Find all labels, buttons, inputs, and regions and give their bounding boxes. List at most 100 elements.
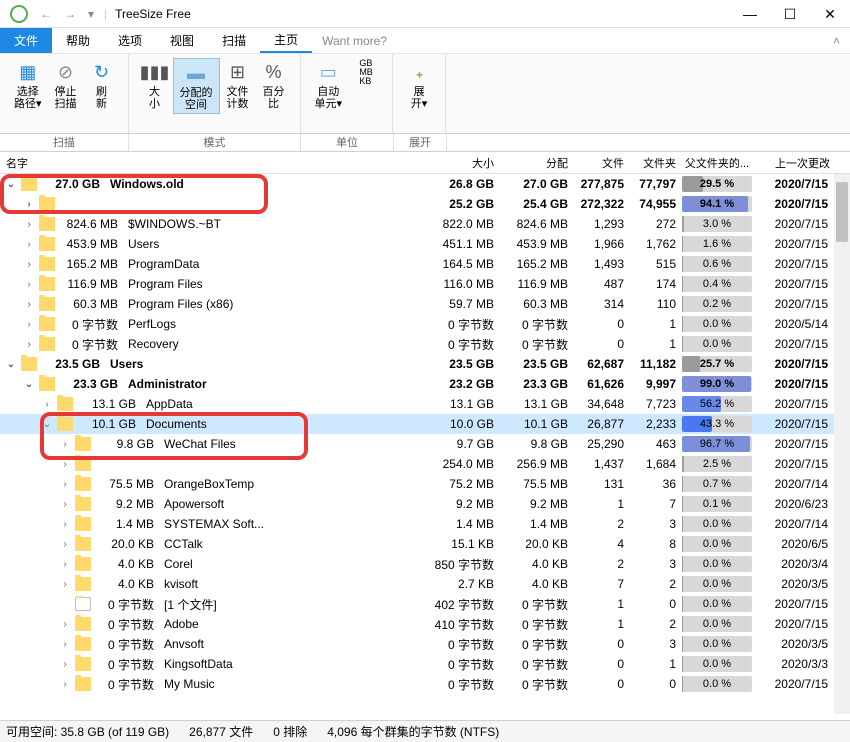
tree-row[interactable]: ›116.9 MBProgram Files116.0 MB116.9 MB48… [0,274,850,294]
menu-tab[interactable]: 选项 [104,28,156,53]
chevron-right-icon[interactable]: › [58,659,72,670]
tree-row[interactable]: ›0 字节数Adobe410 字节数0 字节数120.0 %2020/7/15 [0,614,850,634]
scrollbar[interactable] [834,174,850,714]
menu-tab[interactable]: 视图 [156,28,208,53]
chevron-right-icon[interactable]: › [22,319,36,330]
row-size-label: 0 字节数 [94,596,160,613]
tree-row[interactable]: ⌄10.1 GBDocuments10.0 GB10.1 GB26,8772,2… [0,414,850,434]
cell-date: 2020/7/15 [754,237,834,251]
nav-back-icon[interactable]: ← [40,7,52,21]
tree-row[interactable]: ⌄23.5 GBUsers23.5 GB23.5 GB62,68711,1822… [0,354,850,374]
tree-row[interactable]: ›254.0 MB256.9 MB1,4371,6842.5 %2020/7/1… [0,454,850,474]
chevron-right-icon[interactable]: › [58,439,72,450]
chevron-right-icon[interactable]: › [22,299,36,310]
tree-row[interactable]: ›9.8 GBWeChat Files9.7 GB9.8 GB25,290463… [0,434,850,454]
tree-view[interactable]: ⌄27.0 GBWindows.old26.8 GB27.0 GB277,875… [0,174,850,714]
cell: 164.5 MB [426,257,498,271]
tree-row[interactable]: ›20.0 KBCCTalk15.1 KB20.0 KB480.0 %2020/… [0,534,850,554]
ribbon-button[interactable]: ▦选择路径▾ [8,58,48,112]
nav-fwd-icon[interactable]: → [64,7,76,21]
cell-date: 2020/7/15 [754,217,834,231]
chevron-right-icon[interactable]: › [58,619,72,630]
chevron-right-icon[interactable]: › [22,219,36,230]
chevron-right-icon[interactable]: › [58,519,72,530]
chevron-right-icon[interactable]: › [40,399,54,410]
chevron-down-icon[interactable]: ⌄ [4,179,18,190]
cell-date: 2020/7/15 [754,397,834,411]
tree-row[interactable]: ›453.9 MBUsers451.1 MB453.9 MB1,9661,762… [0,234,850,254]
cell: 110 [628,297,680,311]
menu-tab[interactable]: 主页 [260,28,312,53]
header-date[interactable]: 上一次更改 [754,155,834,171]
header-files[interactable]: 文件 [572,155,628,171]
ribbon-button[interactable]: ▮▮▮大小 [137,58,173,112]
chevron-right-icon[interactable]: › [58,639,72,650]
chevron-right-icon[interactable]: › [22,279,36,290]
tree-row[interactable]: ›0 字节数My Music0 字节数0 字节数000.0 %2020/7/15 [0,674,850,694]
scrollbar-thumb[interactable] [836,182,848,242]
tree-row[interactable]: ›75.5 MBOrangeBoxTemp75.2 MB75.5 MB13136… [0,474,850,494]
minimize-icon[interactable]: — [730,0,770,28]
header-pct[interactable]: 父文件夹的... [680,155,754,171]
menu-tab[interactable]: 帮助 [52,28,104,53]
cell: 0 字节数 [498,596,572,613]
tree-row[interactable]: ›1.4 MBSYSTEMAX Soft...1.4 MB1.4 MB230.0… [0,514,850,534]
chevron-right-icon[interactable]: › [22,199,36,210]
cell: 3 [628,557,680,571]
ribbon-button[interactable]: GBMBKB [348,58,384,86]
tree-row[interactable]: ›0 字节数PerfLogs0 字节数0 字节数010.0 %2020/5/14 [0,314,850,334]
tree-row[interactable]: ›4.0 KBkvisoft2.7 KB4.0 KB720.0 %2020/3/… [0,574,850,594]
tree-row[interactable]: ›25.2 GB25.4 GB272,32274,95594.1 %2020/7… [0,194,850,214]
ribbon-button[interactable]: ⊘停止扫描 [48,58,84,112]
maximize-icon[interactable]: ☐ [770,0,810,28]
file-menu[interactable]: 文件 [0,28,52,53]
chevron-right-icon[interactable]: › [58,679,72,690]
chevron-down-icon[interactable]: ⌄ [4,359,18,370]
tree-row[interactable]: ›4.0 KBCorel850 字节数4.0 KB230.0 %2020/3/4 [0,554,850,574]
row-name: Program Files [124,277,203,291]
header-dirs[interactable]: 文件夹 [628,155,680,171]
chevron-right-icon[interactable]: › [22,339,36,350]
menu-tab[interactable]: 扫描 [208,28,260,53]
tree-row[interactable]: ⌄23.3 GBAdministrator23.2 GB23.3 GB61,62… [0,374,850,394]
chevron-right-icon[interactable]: › [58,499,72,510]
chevron-right-icon[interactable]: › [58,479,72,490]
chevron-right-icon[interactable]: › [58,579,72,590]
header-size[interactable]: 大小 [426,155,498,171]
cell: 174 [628,277,680,291]
ribbon-button[interactable]: ▭自动单元▾ [309,58,349,112]
ribbon-button[interactable]: %百分比 [256,58,292,112]
ribbon-collapse-icon[interactable]: ˄ [833,34,840,48]
folder-icon [21,177,37,191]
tree-row[interactable]: ›165.2 MBProgramData164.5 MB165.2 MB1,49… [0,254,850,274]
chevron-down-icon[interactable]: ⌄ [40,419,54,430]
chevron-right-icon[interactable]: › [58,559,72,570]
tree-row[interactable]: ›13.1 GBAppData13.1 GB13.1 GB34,6487,723… [0,394,850,414]
tree-row[interactable]: ›824.6 MB$WINDOWS.~BT822.0 MB824.6 MB1,2… [0,214,850,234]
row-size-label: 60.3 MB [58,297,124,311]
chevron-right-icon[interactable]: › [22,259,36,270]
chevron-down-icon[interactable]: ⌄ [22,379,36,390]
tree-row[interactable]: ⌄27.0 GBWindows.old26.8 GB27.0 GB277,875… [0,174,850,194]
chevron-right-icon[interactable]: › [22,239,36,250]
ribbon-button[interactable]: +展开▾ [401,58,437,112]
tree-row[interactable]: ›0 字节数Recovery0 字节数0 字节数010.0 %2020/7/15 [0,334,850,354]
ribbon-button[interactable]: ▬分配的空间 [173,58,220,114]
tree-row[interactable]: 0 字节数[1 个文件]402 字节数0 字节数100.0 %2020/7/15 [0,594,850,614]
row-size-label: 453.9 MB [58,237,124,251]
tree-row[interactable]: ›0 字节数KingsoftData0 字节数0 字节数010.0 %2020/… [0,654,850,674]
header-name[interactable]: 名字 [0,155,426,171]
tree-row[interactable]: ›0 字节数Anvsoft0 字节数0 字节数030.0 %2020/3/5 [0,634,850,654]
chevron-right-icon[interactable]: › [58,459,72,470]
chevron-right-icon[interactable]: › [58,539,72,550]
ribbon-button[interactable]: ↻刷新 [84,58,120,112]
header-alloc[interactable]: 分配 [498,155,572,171]
tree-row[interactable]: ›9.2 MBApowersoft9.2 MB9.2 MB170.1 %2020… [0,494,850,514]
cell: 1 [628,317,680,331]
close-icon[interactable]: ✕ [810,0,850,28]
tree-row[interactable]: ›60.3 MBProgram Files (x86)59.7 MB60.3 M… [0,294,850,314]
nav-down-icon[interactable]: ▾ [88,7,94,21]
ribbon-button[interactable]: ⊞文件计数 [220,58,256,112]
want-more-link[interactable]: Want more? [322,34,387,48]
row-name: Users [124,237,159,251]
